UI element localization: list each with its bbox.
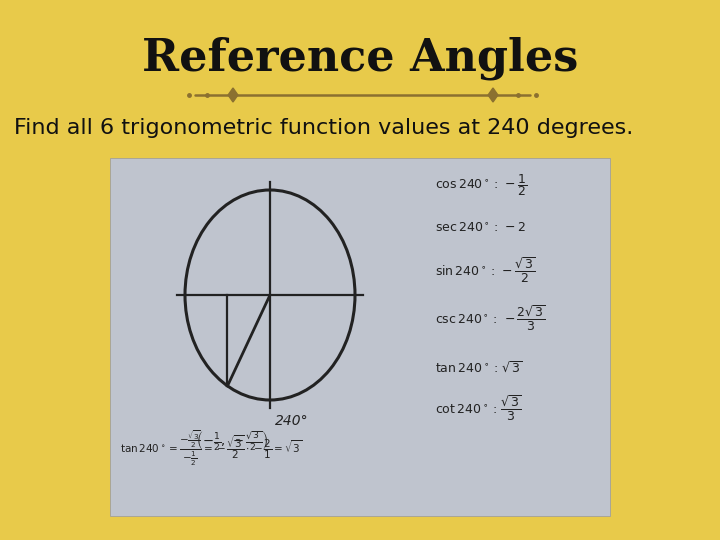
Text: $\mathrm{sec}\,240^\circ:\,-2$: $\mathrm{sec}\,240^\circ:\,-2$ [435,221,526,234]
Text: $\mathrm{tan}\,240^\circ:\,\sqrt{3}$: $\mathrm{tan}\,240^\circ:\,\sqrt{3}$ [435,360,523,376]
Text: Reference Angles: Reference Angles [142,36,578,80]
Text: $\mathrm{cot}\,240^\circ:\,\dfrac{\sqrt{3}}{3}$: $\mathrm{cot}\,240^\circ:\,\dfrac{\sqrt{… [435,393,522,423]
Polygon shape [488,88,498,102]
Text: $\left(-\frac{1}{2},\,-\frac{\sqrt{3}}{2}\right)$: $\left(-\frac{1}{2},\,-\frac{\sqrt{3}}{2… [196,430,269,454]
Text: $\mathrm{sin}\,240^\circ:\,-\dfrac{\sqrt{3}}{2}$: $\mathrm{sin}\,240^\circ:\,-\dfrac{\sqrt… [435,255,536,285]
Text: $\tan 240^\circ=\dfrac{-\frac{\sqrt{3}}{2}}{-\frac{1}{2}}=-\dfrac{\sqrt{3}}{2}\c: $\tan 240^\circ=\dfrac{-\frac{\sqrt{3}}{… [120,428,302,468]
Text: $\mathrm{cos}\,240^\circ:\,-\dfrac{1}{2}$: $\mathrm{cos}\,240^\circ:\,-\dfrac{1}{2}… [435,172,528,198]
Polygon shape [228,88,238,102]
FancyBboxPatch shape [110,158,610,516]
Text: $\mathrm{csc}\,240^\circ:\,-\dfrac{2\sqrt{3}}{3}$: $\mathrm{csc}\,240^\circ:\,-\dfrac{2\sqr… [435,303,546,333]
Text: 240°: 240° [275,414,309,428]
Text: Find all 6 trigonometric function values at 240 degrees.: Find all 6 trigonometric function values… [14,118,634,138]
